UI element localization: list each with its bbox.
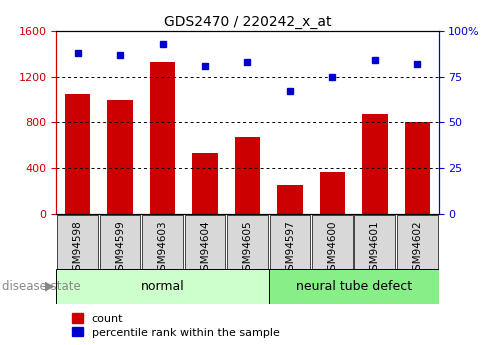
Text: disease state: disease state [2, 280, 81, 293]
Bar [405, 122, 430, 214]
Bar [150, 62, 175, 214]
Bar [319, 171, 345, 214]
FancyBboxPatch shape [312, 215, 353, 268]
Text: GSM94599: GSM94599 [115, 220, 125, 277]
Bar [192, 153, 218, 214]
FancyBboxPatch shape [397, 215, 438, 268]
Text: GSM94598: GSM94598 [73, 220, 83, 277]
Bar [65, 94, 90, 214]
Text: neural tube defect: neural tube defect [295, 280, 412, 293]
Text: GSM94597: GSM94597 [285, 220, 295, 277]
Text: GSM94600: GSM94600 [327, 220, 338, 277]
Bar [362, 115, 388, 214]
Title: GDS2470 / 220242_x_at: GDS2470 / 220242_x_at [164, 14, 331, 29]
Text: ▶: ▶ [45, 280, 55, 293]
Text: GSM94603: GSM94603 [157, 220, 168, 277]
Text: GSM94601: GSM94601 [370, 220, 380, 277]
FancyBboxPatch shape [270, 215, 310, 268]
Bar [277, 185, 303, 214]
Legend: count, percentile rank within the sample: count, percentile rank within the sample [72, 314, 280, 338]
FancyBboxPatch shape [99, 215, 141, 268]
Bar [269, 269, 439, 304]
FancyBboxPatch shape [227, 215, 268, 268]
Text: normal: normal [141, 280, 184, 293]
Bar [56, 269, 269, 304]
FancyBboxPatch shape [57, 215, 98, 268]
FancyBboxPatch shape [142, 215, 183, 268]
FancyBboxPatch shape [354, 215, 395, 268]
FancyBboxPatch shape [185, 215, 225, 268]
Bar [235, 137, 260, 214]
Text: GSM94604: GSM94604 [200, 220, 210, 277]
Bar [107, 100, 133, 214]
Text: GSM94602: GSM94602 [412, 220, 422, 277]
Text: GSM94605: GSM94605 [243, 220, 252, 277]
